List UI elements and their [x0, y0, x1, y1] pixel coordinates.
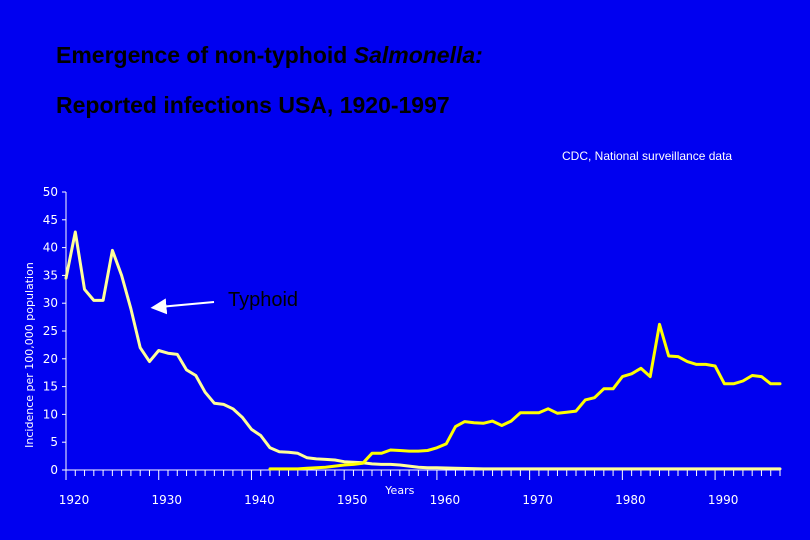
series-line-typhoid [64, 230, 782, 471]
chart-title-italic: Salmonella: [353, 42, 483, 68]
x-tick-label: 1950 [337, 493, 368, 507]
x-tick-label: 1980 [615, 493, 646, 507]
x-tick-label: 1940 [244, 493, 275, 507]
series-line-salmonella [268, 322, 782, 471]
chart-annotation: Typhoid [150, 289, 298, 315]
data-source-note: CDC, National surveillance data [562, 149, 733, 163]
x-axis-title: Years [384, 484, 414, 497]
y-tick-label: 45 [43, 213, 58, 227]
x-tick-label: 1930 [151, 493, 182, 507]
y-tick-label: 50 [43, 185, 58, 199]
x-tick-label: 1960 [430, 493, 461, 507]
x-tick-label: 1920 [59, 493, 90, 507]
y-tick-label: 20 [43, 352, 58, 366]
y-tick-label: 0 [50, 463, 58, 477]
chart-subtitle: Reported infections USA, 1920-1997 [56, 92, 450, 118]
x-tick-label: 1990 [708, 493, 739, 507]
chart-series [64, 230, 782, 471]
y-tick-label: 5 [50, 435, 58, 449]
typhoid-annotation-label: Typhoid [228, 289, 298, 311]
y-tick-label: 30 [43, 296, 58, 310]
typhoid-arrow [150, 298, 215, 315]
y-tick-label: 15 [43, 380, 58, 394]
chart-title: Emergence of non-typhoid Salmonella: [56, 42, 483, 69]
chart-title-prefix: Emergence of non-typhoid [56, 42, 354, 68]
x-tick-label: 1970 [522, 493, 553, 507]
y-tick-label: 25 [43, 324, 58, 338]
y-tick-label: 35 [43, 268, 58, 282]
y-axis-title: Incidence per 100,000 population [23, 262, 36, 448]
y-tick-label: 40 [43, 241, 58, 255]
y-tick-label: 10 [43, 407, 58, 421]
